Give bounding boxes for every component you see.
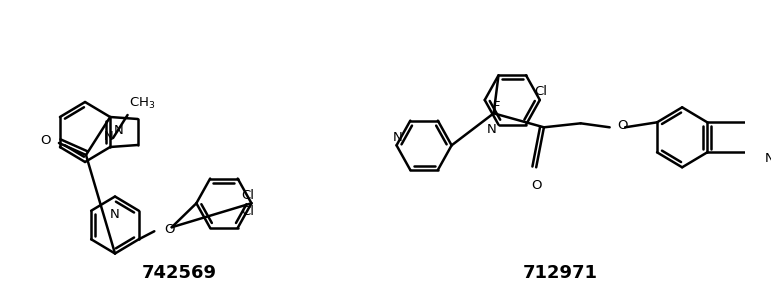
Text: N: N — [114, 124, 124, 137]
Text: Cl: Cl — [534, 85, 547, 98]
Text: Cl: Cl — [241, 189, 254, 201]
Text: N: N — [487, 123, 497, 136]
Text: N: N — [392, 131, 402, 144]
Text: F: F — [493, 100, 500, 113]
Text: O: O — [618, 119, 628, 132]
Text: 712971: 712971 — [523, 264, 598, 282]
Text: 742569: 742569 — [141, 264, 217, 282]
Text: O: O — [531, 179, 541, 192]
Text: O: O — [164, 223, 174, 236]
Text: CH$_3$: CH$_3$ — [130, 96, 156, 111]
Text: N: N — [110, 209, 120, 221]
Text: Cl: Cl — [241, 205, 254, 218]
Text: N: N — [103, 130, 113, 143]
Text: N: N — [765, 152, 771, 165]
Text: O: O — [41, 134, 51, 148]
